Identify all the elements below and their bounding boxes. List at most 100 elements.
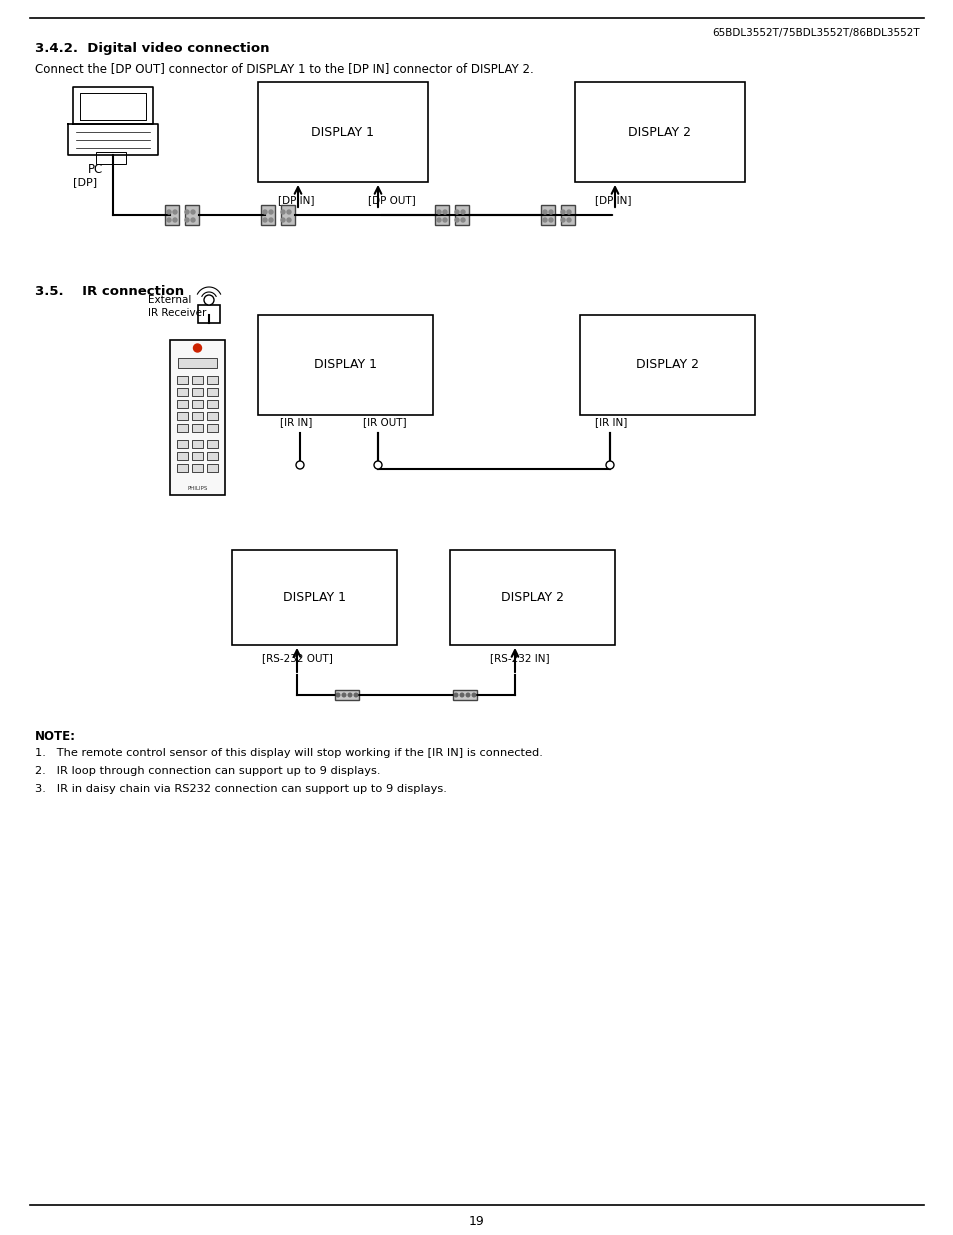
Text: DISPLAY 2: DISPLAY 2 <box>628 126 691 138</box>
Bar <box>177 452 188 459</box>
Bar <box>335 690 358 700</box>
Text: [DP]: [DP] <box>73 177 97 186</box>
Bar <box>207 464 218 472</box>
Bar <box>192 464 203 472</box>
Bar <box>177 440 188 448</box>
Circle shape <box>374 461 381 469</box>
Bar <box>453 690 476 700</box>
Circle shape <box>348 693 352 697</box>
Bar <box>192 412 203 420</box>
Circle shape <box>548 210 553 214</box>
Bar <box>192 400 203 408</box>
Bar <box>177 375 188 384</box>
Text: Connect the [DP OUT] connector of DISPLAY 1 to the [DP IN] connector of DISPLAY : Connect the [DP OUT] connector of DISPLA… <box>35 62 533 75</box>
Text: 1.   The remote control sensor of this display will stop working if the [IR IN] : 1. The remote control sensor of this dis… <box>35 748 542 758</box>
Circle shape <box>436 219 440 222</box>
Circle shape <box>442 210 447 214</box>
Text: External: External <box>148 295 192 305</box>
Bar <box>207 412 218 420</box>
Circle shape <box>560 210 564 214</box>
Circle shape <box>459 693 463 697</box>
Bar <box>177 412 188 420</box>
Circle shape <box>605 461 614 469</box>
Circle shape <box>185 210 189 214</box>
Bar <box>198 305 220 324</box>
Circle shape <box>560 219 564 222</box>
Circle shape <box>269 219 273 222</box>
Bar <box>177 388 188 396</box>
Bar <box>96 152 126 163</box>
Text: [IR IN]: [IR IN] <box>595 417 627 427</box>
Circle shape <box>204 295 213 305</box>
Text: [IR IN]: [IR IN] <box>280 417 312 427</box>
Bar <box>257 315 433 415</box>
Circle shape <box>172 210 177 214</box>
Circle shape <box>566 210 571 214</box>
Bar <box>435 205 449 225</box>
Circle shape <box>436 210 440 214</box>
Text: 65BDL3552T/75BDL3552T/86BDL3552T: 65BDL3552T/75BDL3552T/86BDL3552T <box>712 28 919 38</box>
Circle shape <box>191 210 194 214</box>
Bar <box>207 440 218 448</box>
Text: IR Receiver: IR Receiver <box>148 308 206 317</box>
Text: [DP IN]: [DP IN] <box>277 195 314 205</box>
Text: DISPLAY 1: DISPLAY 1 <box>312 126 375 138</box>
Text: 3.5.    IR connection: 3.5. IR connection <box>35 285 184 298</box>
Bar <box>207 388 218 396</box>
Bar <box>232 550 396 645</box>
Circle shape <box>263 210 267 214</box>
Text: DISPLAY 2: DISPLAY 2 <box>500 592 563 604</box>
Circle shape <box>287 219 291 222</box>
Bar <box>185 205 199 225</box>
Circle shape <box>466 693 469 697</box>
Circle shape <box>263 219 267 222</box>
Circle shape <box>281 210 285 214</box>
Bar <box>192 375 203 384</box>
Circle shape <box>460 219 464 222</box>
Bar <box>192 440 203 448</box>
Text: [DP OUT]: [DP OUT] <box>368 195 416 205</box>
Circle shape <box>281 219 285 222</box>
Text: 2.   IR loop through connection can support up to 9 displays.: 2. IR loop through connection can suppor… <box>35 766 380 776</box>
Bar <box>177 464 188 472</box>
Bar <box>207 424 218 432</box>
Bar <box>281 205 294 225</box>
Text: PC: PC <box>88 163 103 177</box>
Circle shape <box>354 693 357 697</box>
Text: [RS-232 OUT]: [RS-232 OUT] <box>262 653 333 663</box>
Text: [DP IN]: [DP IN] <box>595 195 631 205</box>
Text: [IR OUT]: [IR OUT] <box>363 417 406 427</box>
Bar <box>165 205 179 225</box>
Bar <box>261 205 274 225</box>
Text: 19: 19 <box>469 1215 484 1228</box>
Bar <box>540 205 555 225</box>
Text: DISPLAY 1: DISPLAY 1 <box>283 592 346 604</box>
Text: NOTE:: NOTE: <box>35 730 76 743</box>
Bar <box>579 315 754 415</box>
Circle shape <box>167 210 171 214</box>
Circle shape <box>442 219 447 222</box>
Bar <box>192 452 203 459</box>
Bar <box>178 358 216 368</box>
Bar <box>207 452 218 459</box>
Bar <box>207 375 218 384</box>
Text: DISPLAY 2: DISPLAY 2 <box>636 358 699 372</box>
Circle shape <box>455 210 458 214</box>
Circle shape <box>455 219 458 222</box>
Circle shape <box>566 219 571 222</box>
Circle shape <box>191 219 194 222</box>
Text: 3.4.2.  Digital video connection: 3.4.2. Digital video connection <box>35 42 269 56</box>
Circle shape <box>269 210 273 214</box>
Circle shape <box>542 210 546 214</box>
Circle shape <box>167 219 171 222</box>
Text: DISPLAY 1: DISPLAY 1 <box>314 358 376 372</box>
Bar <box>560 205 575 225</box>
Bar <box>455 205 469 225</box>
Bar <box>170 340 225 495</box>
Circle shape <box>295 461 304 469</box>
Bar <box>177 400 188 408</box>
Circle shape <box>193 345 201 352</box>
Bar <box>192 388 203 396</box>
Circle shape <box>454 693 457 697</box>
Circle shape <box>287 210 291 214</box>
